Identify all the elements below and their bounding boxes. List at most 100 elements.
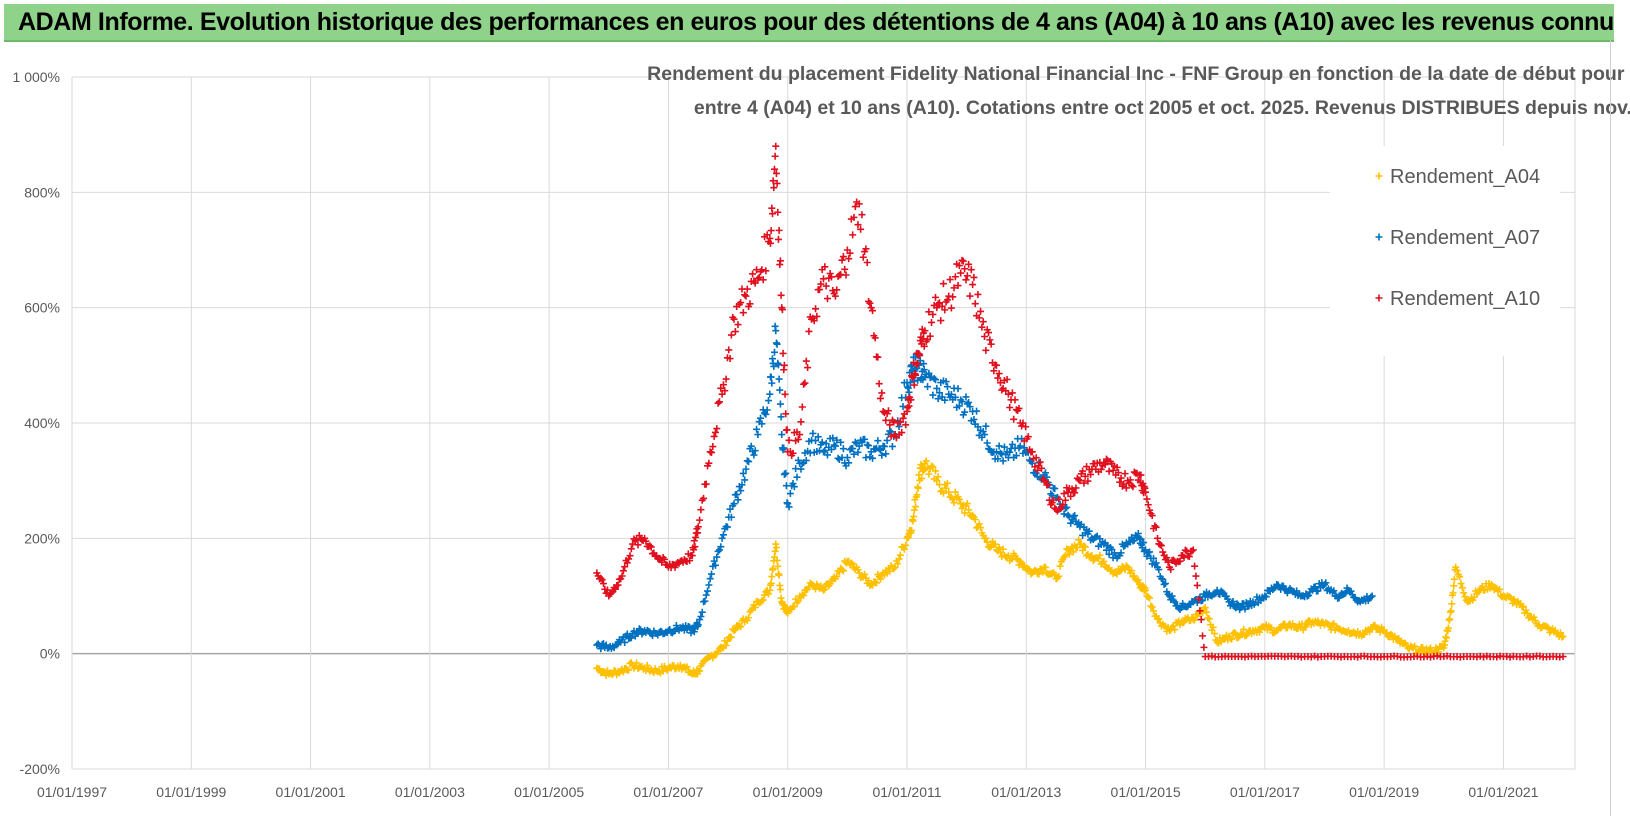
- rendement_a10-point: [1294, 652, 1302, 660]
- data-marks: [593, 142, 1567, 679]
- rendement_a07-point: [708, 570, 716, 578]
- rendement_a10-point: [741, 291, 749, 299]
- rendement_a10-point: [943, 296, 951, 304]
- rendement_a04-point: [751, 603, 759, 611]
- rendement_a10-point: [802, 357, 810, 365]
- rendement_a07-point: [1330, 587, 1338, 595]
- rendement_a10-point: [1129, 483, 1137, 491]
- rendement_a04-point: [943, 479, 951, 487]
- rendement_a07-point: [698, 608, 706, 616]
- rendement_a07-point: [970, 415, 978, 423]
- rendement_a07-point: [1028, 459, 1036, 467]
- rendement_a10-point: [797, 418, 805, 426]
- rendement_a07-point: [886, 427, 894, 435]
- rendement_a07-point: [718, 534, 726, 542]
- rendement_a10-point: [810, 317, 818, 325]
- rendement_a10-point: [899, 414, 907, 422]
- rendement_a07-point: [845, 459, 853, 467]
- rendement_a10-point: [996, 379, 1004, 387]
- rendement_a10-point: [949, 293, 957, 301]
- rendement_a10-point: [1032, 454, 1040, 462]
- rendement_a10-point: [854, 221, 862, 229]
- rendement_a10-point: [782, 410, 790, 418]
- rendement_a04-point: [1383, 629, 1391, 637]
- rendement_a04-point: [1134, 576, 1142, 584]
- rendement_a07-point: [1322, 579, 1330, 587]
- rendement_a10-point: [874, 353, 882, 361]
- rendement_a07-point: [727, 513, 735, 521]
- rendement_a10-point: [634, 541, 642, 549]
- rendement_a04-point: [1446, 615, 1454, 623]
- rendement_a04-point: [737, 623, 745, 631]
- rendement_a04-point: [1155, 615, 1163, 623]
- rendement_a04-point: [902, 541, 910, 549]
- rendement_a04-point: [971, 515, 979, 523]
- rendement_a10-point: [1059, 501, 1067, 509]
- rendement_a07-point: [837, 438, 845, 446]
- rendement_a10-point: [1196, 607, 1204, 615]
- rendement_a04-point: [1096, 551, 1104, 559]
- rendement_a07-point: [854, 448, 862, 456]
- rendement_a07-point: [1134, 530, 1142, 538]
- rendement_a04-point: [1203, 608, 1211, 616]
- rendement_a07-point: [961, 408, 969, 416]
- rendement_a10-point: [642, 537, 650, 545]
- rendement_a04-point: [1461, 593, 1469, 601]
- rendement_a04-point: [1100, 557, 1108, 565]
- rendement_a07-point: [750, 451, 758, 459]
- rendement_a04-point: [1150, 607, 1158, 615]
- rendement_a04-point: [922, 457, 930, 465]
- rendement_a10-point: [1146, 506, 1154, 514]
- rendement_a04-point: [774, 562, 782, 570]
- legend[interactable]: Rendement_A04 Rendement_A07 Rendement_A10: [1375, 166, 1541, 310]
- series-rendement_a07: [593, 322, 1376, 653]
- rendement_a04-point: [908, 527, 916, 535]
- rendement_a10-point: [1193, 581, 1201, 589]
- rendement_a10-point: [882, 416, 890, 424]
- rendement_a07-point: [954, 385, 962, 393]
- rendement_a10-point: [731, 328, 739, 336]
- rendement_a10-point: [1117, 474, 1125, 482]
- rendement_a04-point: [1042, 563, 1049, 571]
- rendement_a07-point: [777, 413, 785, 421]
- rendement_a10-point: [1067, 492, 1075, 500]
- rendement_a10-point: [777, 291, 785, 299]
- rendement_a07-point: [621, 638, 629, 646]
- rendement_a10-point: [766, 239, 774, 247]
- rendement_a10-point: [1126, 476, 1134, 484]
- rendement_a10-point: [726, 355, 734, 363]
- rendement_a04-point: [1217, 638, 1225, 646]
- rendement_a10-point: [1433, 652, 1441, 660]
- x-tick-label: 01/01/2003: [395, 784, 465, 800]
- rendement_a04-point: [1506, 593, 1514, 601]
- legend-marker: [1375, 172, 1383, 180]
- rendement_a10-point: [1163, 554, 1171, 562]
- banner-title: ADAM Informe. Evolution historique des p…: [18, 7, 1614, 36]
- rendement_a07-point: [973, 407, 981, 415]
- rendement_a07-point: [992, 448, 1000, 456]
- rendement_a04-point: [933, 477, 941, 485]
- rendement_a10-point: [718, 390, 726, 398]
- rendement_a04-point: [991, 540, 999, 548]
- rendement_a10-point: [737, 299, 745, 307]
- rendement_a04-point: [896, 551, 904, 559]
- rendement_a07-point: [770, 348, 778, 356]
- rendement_a04-point: [1051, 571, 1059, 579]
- rendement_a10-point: [1057, 504, 1065, 512]
- rendement_a10-point: [985, 329, 993, 337]
- x-tick-label: 01/01/2021: [1468, 784, 1538, 800]
- rendement_a10-point: [1180, 554, 1188, 562]
- rendement_a07-point: [1152, 559, 1160, 567]
- rendement_a10-point: [862, 245, 870, 253]
- rendement_a04-point: [1237, 629, 1245, 637]
- rendement_a10-point: [611, 585, 619, 593]
- rendement_a10-point: [938, 302, 946, 310]
- rendement_a10-point: [970, 273, 978, 281]
- rendement_a07-point: [764, 397, 772, 405]
- rendement_a04-point: [1434, 648, 1442, 656]
- rendement_a07-point: [773, 340, 781, 348]
- rendement_a07-point: [942, 378, 950, 386]
- rendement_a10-point: [1055, 495, 1063, 503]
- rendement_a10-point: [1075, 476, 1083, 484]
- rendement_a07-point: [1117, 549, 1125, 557]
